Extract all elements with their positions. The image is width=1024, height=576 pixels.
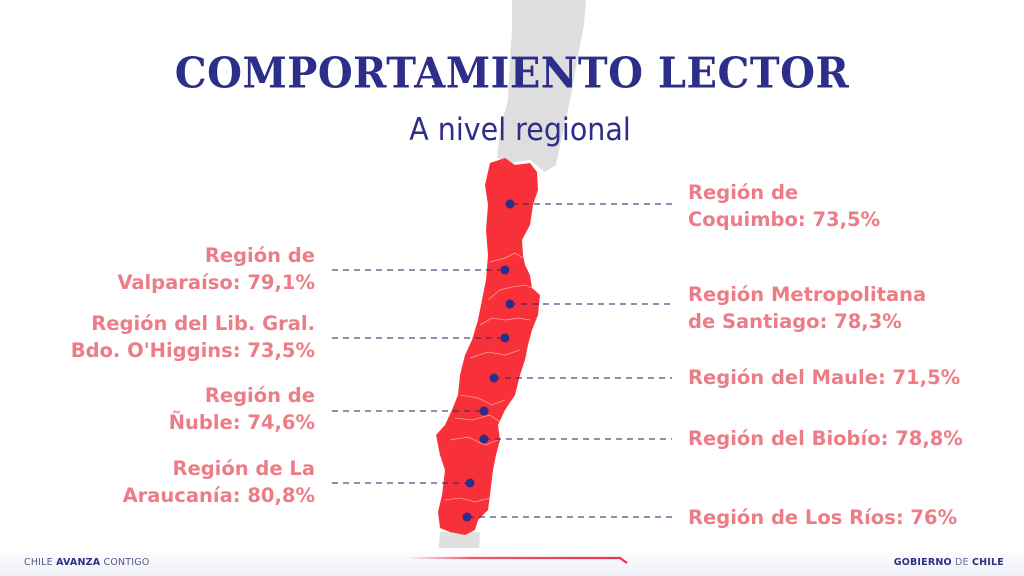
- label-value: Ñuble: 74,6%: [168, 411, 315, 434]
- label-coquimbo: Región de Coquimbo: 73,5%: [688, 179, 880, 233]
- label-biobio: Región del Biobío: 78,8%: [688, 425, 963, 452]
- label-value: Araucanía: 80,8%: [122, 484, 315, 507]
- footer: CHILE AVANZA CONTIGO GOBIERNO DE CHILE: [0, 548, 1024, 576]
- marker-los-rios: [462, 512, 472, 522]
- page-subtitle: A nivel regional: [409, 112, 631, 148]
- label-value: Valparaíso: 79,1%: [117, 271, 315, 294]
- flag-stripe-icon: [405, 556, 629, 568]
- label-value: Coquimbo: 73,5%: [688, 208, 881, 231]
- label-maule: Región del Maule: 71,5%: [688, 364, 960, 391]
- marker-nuble: [479, 406, 489, 416]
- label-valparaiso: Región de Valparaíso: 79,1%: [117, 242, 315, 296]
- label-value: Región del Biobío: 78,8%: [688, 427, 963, 450]
- label-santiago: Región Metropolitana de Santiago: 78,3%: [688, 281, 926, 335]
- marker-maule: [489, 373, 499, 383]
- label-line: Región Metropolitana: [688, 283, 927, 306]
- marker-santiago: [505, 299, 515, 309]
- label-value: Región del Maule: 71,5%: [688, 366, 961, 389]
- marker-ohiggins: [500, 333, 510, 343]
- label-los-rios: Región de Los Ríos: 76%: [688, 504, 957, 531]
- label-line: Región del Lib. Gral.: [91, 312, 315, 335]
- label-value: de Santiago: 78,3%: [688, 310, 902, 333]
- footer-slogan: CHILE AVANZA CONTIGO: [24, 557, 150, 568]
- label-value: Región de Los Ríos: 76%: [688, 506, 958, 529]
- marker-valparaiso: [500, 265, 510, 275]
- marker-coquimbo: [505, 199, 515, 209]
- label-line: Región de: [688, 181, 799, 204]
- label-nuble: Región de Ñuble: 74,6%: [169, 382, 315, 436]
- label-line: Región de: [204, 244, 315, 267]
- marker-biobio: [479, 434, 489, 444]
- map-gray-north: [497, 0, 586, 172]
- marker-araucania: [465, 478, 475, 488]
- label-line: Región de: [204, 384, 315, 407]
- label-line: Región de La: [172, 457, 315, 480]
- label-value: Bdo. O'Higgins: 73,5%: [70, 339, 315, 362]
- page-title: COMPORTAMIENTO LECTOR: [174, 48, 850, 99]
- map-red-regions: [436, 158, 540, 535]
- label-ohiggins: Región del Lib. Gral. Bdo. O'Higgins: 73…: [71, 310, 315, 364]
- footer-gov-logo: GOBIERNO DE CHILE: [893, 557, 1004, 568]
- label-araucania: Región de La Araucanía: 80,8%: [123, 455, 315, 509]
